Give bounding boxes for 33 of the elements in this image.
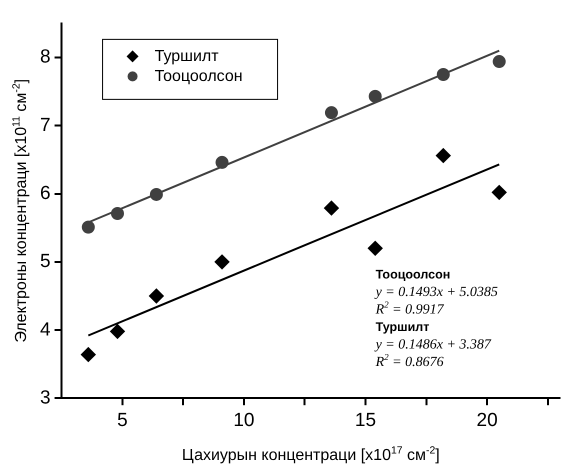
point: [110, 324, 125, 339]
point: [436, 148, 451, 164]
x-tick-label: 15: [354, 410, 376, 431]
y-tick-label: 5: [40, 251, 51, 272]
point: [80, 347, 96, 362]
annotation: Туршилт: [376, 320, 430, 334]
point: [150, 188, 163, 201]
point: [214, 254, 230, 270]
x-tick-label: 20: [476, 410, 498, 431]
y-tick-label: 3: [40, 387, 51, 408]
annotation: Тооцоолсон: [376, 267, 450, 282]
point: [148, 288, 164, 304]
y-tick-label: 6: [40, 183, 51, 204]
annotation: y = 0.1493x + 5.0385: [374, 284, 498, 300]
x-tick-label: 5: [117, 410, 128, 431]
annotation: y = 0.1486x + 3.387: [374, 337, 492, 352]
x-tick-label: 10: [233, 410, 254, 431]
y-tick-label: 4: [40, 319, 51, 340]
y-axis-title: Электроны концентраци [x1011 см-2]: [12, 78, 30, 343]
point: [492, 184, 507, 200]
point: [82, 220, 95, 234]
point: [492, 55, 506, 68]
point: [368, 240, 383, 256]
point: [216, 156, 229, 169]
y-tick-label: 7: [40, 114, 51, 136]
point: [110, 207, 124, 220]
point: [324, 200, 339, 216]
point: [324, 106, 338, 120]
point: [368, 90, 382, 103]
y-tick-label: 8: [40, 46, 51, 68]
legend-label: Тооцоолсон: [154, 68, 243, 85]
legend-label: Туршилт: [154, 48, 220, 65]
point: [436, 68, 450, 82]
